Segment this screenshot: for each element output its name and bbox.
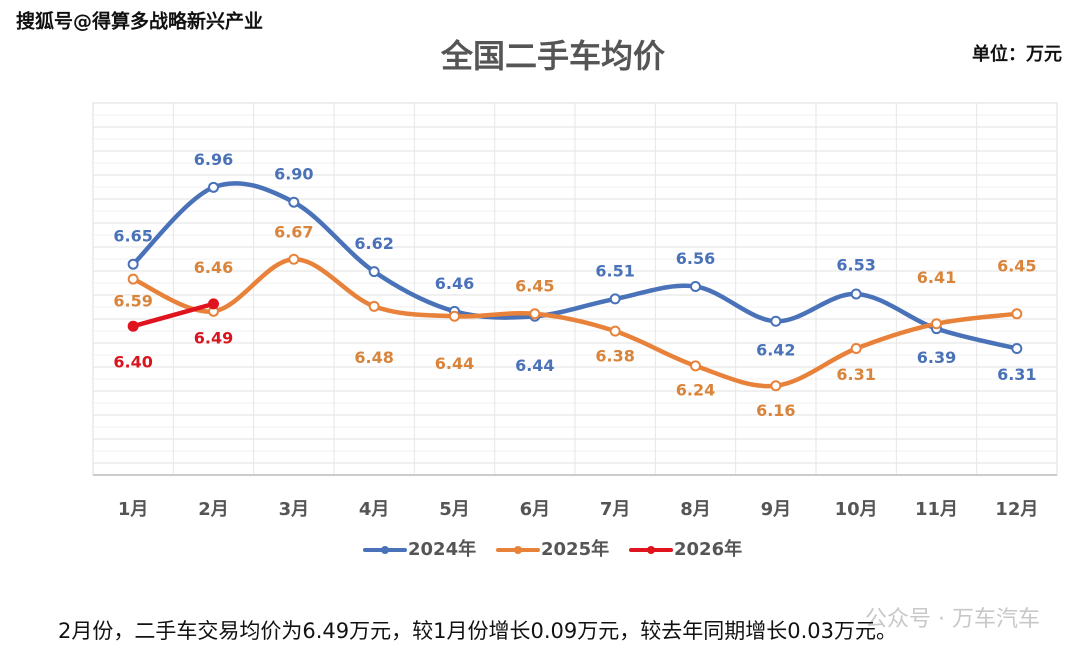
x-tick-label: 6月 — [520, 499, 551, 520]
footer-watermark: 公众号 · 万车汽车 — [865, 607, 1040, 632]
grid — [93, 103, 1057, 475]
data-label: 6.65 — [113, 227, 152, 246]
x-tick-label: 3月 — [279, 499, 310, 520]
point — [1011, 343, 1023, 355]
data-label: 6.40 — [113, 353, 152, 372]
point — [770, 380, 782, 392]
legend-label: 2026年 — [674, 538, 742, 560]
legend-marker — [647, 546, 655, 554]
data-label: 6.67 — [274, 223, 313, 242]
x-tick-label: 12月 — [995, 499, 1038, 520]
point — [127, 273, 139, 285]
point — [127, 258, 139, 270]
data-label: 6.46 — [435, 274, 474, 293]
data-label: 6.96 — [194, 150, 233, 169]
series-line — [130, 256, 1020, 389]
x-tick-label: 4月 — [359, 499, 390, 520]
data-label: 6.16 — [756, 401, 795, 420]
x-tick-label: 9月 — [761, 499, 792, 520]
point — [609, 325, 621, 337]
data-label: 6.42 — [756, 341, 795, 360]
data-label: 6.39 — [917, 348, 956, 367]
x-tick-label: 5月 — [439, 499, 470, 520]
point — [770, 315, 782, 327]
data-label: 6.53 — [836, 255, 875, 274]
point — [368, 300, 380, 312]
chart-title: 全国二手车均价 — [440, 37, 665, 75]
point — [690, 281, 701, 293]
point — [368, 266, 380, 278]
data-label: 6.41 — [917, 268, 956, 287]
point — [1011, 308, 1023, 320]
note: 2月份，二手车交易均价为6.49万元，较1月份增长0.09万元，较去年同期增长0… — [58, 619, 897, 643]
legend-label: 2025年 — [541, 538, 609, 560]
x-tick-label: 2月 — [198, 499, 229, 520]
legend-marker — [514, 546, 522, 554]
x-tick-label: 10月 — [835, 499, 878, 520]
data-label: 6.48 — [354, 348, 393, 367]
data-label: 6.62 — [354, 234, 393, 253]
data-label: 6.46 — [194, 258, 233, 277]
x-tick-label: 1月 — [118, 499, 149, 520]
data-label: 6.44 — [515, 356, 554, 375]
point — [609, 293, 621, 305]
data-label: 6.51 — [595, 261, 634, 280]
x-tick-label: 7月 — [600, 499, 631, 520]
point — [529, 308, 541, 320]
watermark: 搜狐号@得算多战略新兴产业 — [16, 10, 263, 33]
unit-label: 单位：万元 — [972, 43, 1062, 65]
point — [208, 298, 219, 310]
x-tick-label: 8月 — [680, 499, 711, 520]
data-label: 6.49 — [194, 328, 233, 347]
point — [449, 310, 460, 322]
point — [690, 360, 701, 372]
point — [850, 343, 862, 355]
point — [850, 288, 862, 300]
x-tick-label: 11月 — [915, 499, 958, 520]
data-label: 6.44 — [435, 354, 474, 373]
data-label: 6.24 — [676, 380, 715, 399]
legend-marker — [381, 546, 389, 554]
data-label: 6.31 — [997, 365, 1036, 384]
data-label: 6.45 — [515, 276, 554, 295]
point — [127, 320, 139, 332]
data-label: 6.31 — [836, 365, 875, 384]
data-label: 6.45 — [997, 256, 1036, 275]
point — [208, 181, 219, 193]
point — [288, 196, 300, 208]
point — [288, 253, 300, 265]
legend-label: 2024年 — [408, 538, 476, 560]
data-label: 6.59 — [113, 292, 152, 311]
data-label: 6.38 — [595, 347, 634, 366]
data-label: 6.90 — [274, 165, 313, 184]
data-label: 6.56 — [676, 249, 715, 268]
point — [931, 318, 942, 330]
